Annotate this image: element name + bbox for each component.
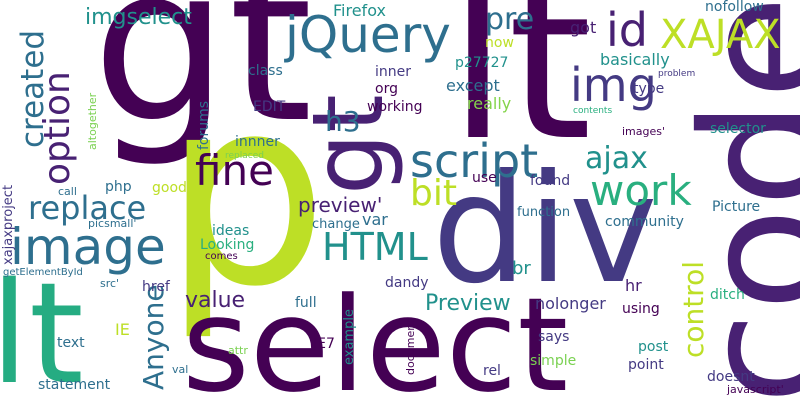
word-href: href (142, 279, 170, 295)
word-contents: contents (573, 106, 613, 116)
word-control: control (677, 260, 710, 358)
word-created: created (15, 29, 51, 148)
word-function: function (517, 205, 571, 220)
word-imgselect: imgselect (85, 5, 192, 30)
word-src: src' (100, 277, 120, 290)
word-got: got (570, 18, 597, 37)
word-attr: attr (228, 344, 248, 357)
word-use: use (472, 170, 497, 186)
word-example: example (342, 309, 357, 365)
word-statement: statement (38, 377, 111, 393)
word-nofollow: nofollow (705, 0, 764, 15)
word-text: text (57, 335, 85, 351)
word-community: community (605, 214, 684, 230)
word-using: using (622, 301, 660, 317)
word-picture: Picture (712, 199, 761, 215)
word-basically: basically (600, 50, 670, 69)
word-p27727: p27727 (455, 55, 509, 71)
word-problem: problem (658, 69, 696, 79)
word-working: working (367, 99, 423, 115)
word-forums: forums (196, 100, 212, 150)
word-simple: simple (530, 353, 577, 369)
word-except: except (446, 76, 500, 95)
word-hr: hr (625, 276, 642, 295)
word-xajaxproject: xajaxproject (1, 184, 16, 265)
word-gt: gt (92, 0, 313, 170)
word-xajax: XAJAX (660, 12, 781, 58)
word-call: call (58, 185, 77, 198)
word-div: div (432, 143, 658, 317)
word-looking: Looking (200, 237, 255, 253)
word-select: select (182, 269, 569, 400)
word-preview-cap: Preview (425, 291, 511, 316)
word-says: says (538, 329, 570, 345)
word-good: good (152, 180, 187, 196)
word-really: really (467, 94, 512, 113)
word-now: now (485, 35, 514, 51)
word-class: class (248, 63, 283, 79)
word-work: work (590, 166, 692, 215)
word-org: org (375, 81, 398, 97)
word-id: id (606, 3, 648, 57)
word-bit: bit (410, 173, 457, 214)
word-getelementbyid: getElementById (3, 267, 83, 278)
word-ditch: ditch (710, 287, 745, 303)
word-ie: IE (115, 320, 130, 339)
word-firefox: Firefox (333, 1, 386, 20)
word-comes: comes (205, 251, 238, 262)
word-inner: inner (375, 64, 412, 80)
word-document: document (404, 319, 417, 376)
word-edit: EDIT (253, 99, 286, 115)
word-nolonger: nolonger (535, 294, 606, 313)
word-pre: pre (485, 2, 535, 37)
word-h3: h3 (325, 105, 361, 138)
word-preview-q: preview' (298, 193, 383, 217)
word-doesnt: doesnt (707, 369, 755, 385)
word-val: val (172, 363, 189, 376)
word-point: point (628, 357, 664, 373)
word-br: br (512, 258, 531, 279)
word-ie7: IE7 (313, 336, 335, 352)
word-p: p (163, 42, 329, 344)
word-value: value (185, 288, 246, 313)
word-img: img (570, 58, 657, 112)
word-jquery: jQuery (285, 6, 451, 64)
word-replaced: replaced (225, 151, 264, 161)
word-selector: selector (710, 121, 766, 137)
word-lt: lt (0, 253, 84, 400)
word-javascript: javascript' (727, 383, 784, 396)
word-ajax: ajax (585, 141, 648, 176)
word-ideas: ideas (212, 223, 250, 239)
word-var: var (362, 210, 388, 229)
word-image: image (10, 218, 166, 276)
word-script: script (410, 134, 539, 188)
word-images: images' (622, 125, 666, 138)
word-html: HTML (322, 225, 428, 269)
word-type: type (633, 81, 665, 97)
word-innner: innner (235, 134, 280, 150)
word-found: found (530, 173, 571, 189)
word-picsmall: picsmall' (88, 217, 137, 230)
word-altogether: altogether (86, 92, 99, 150)
word-dandy: dandy (385, 275, 429, 291)
word-post: post (638, 339, 669, 355)
word-fine: fine (195, 146, 274, 195)
word-php: php (105, 179, 132, 195)
word-replace: replace (28, 189, 147, 227)
word-change: change (312, 217, 360, 232)
word-anyone: Anyone (137, 284, 170, 390)
word-full: full (295, 295, 317, 311)
word-lt-big: lt (448, 0, 593, 188)
word-rel: rel (483, 363, 501, 379)
